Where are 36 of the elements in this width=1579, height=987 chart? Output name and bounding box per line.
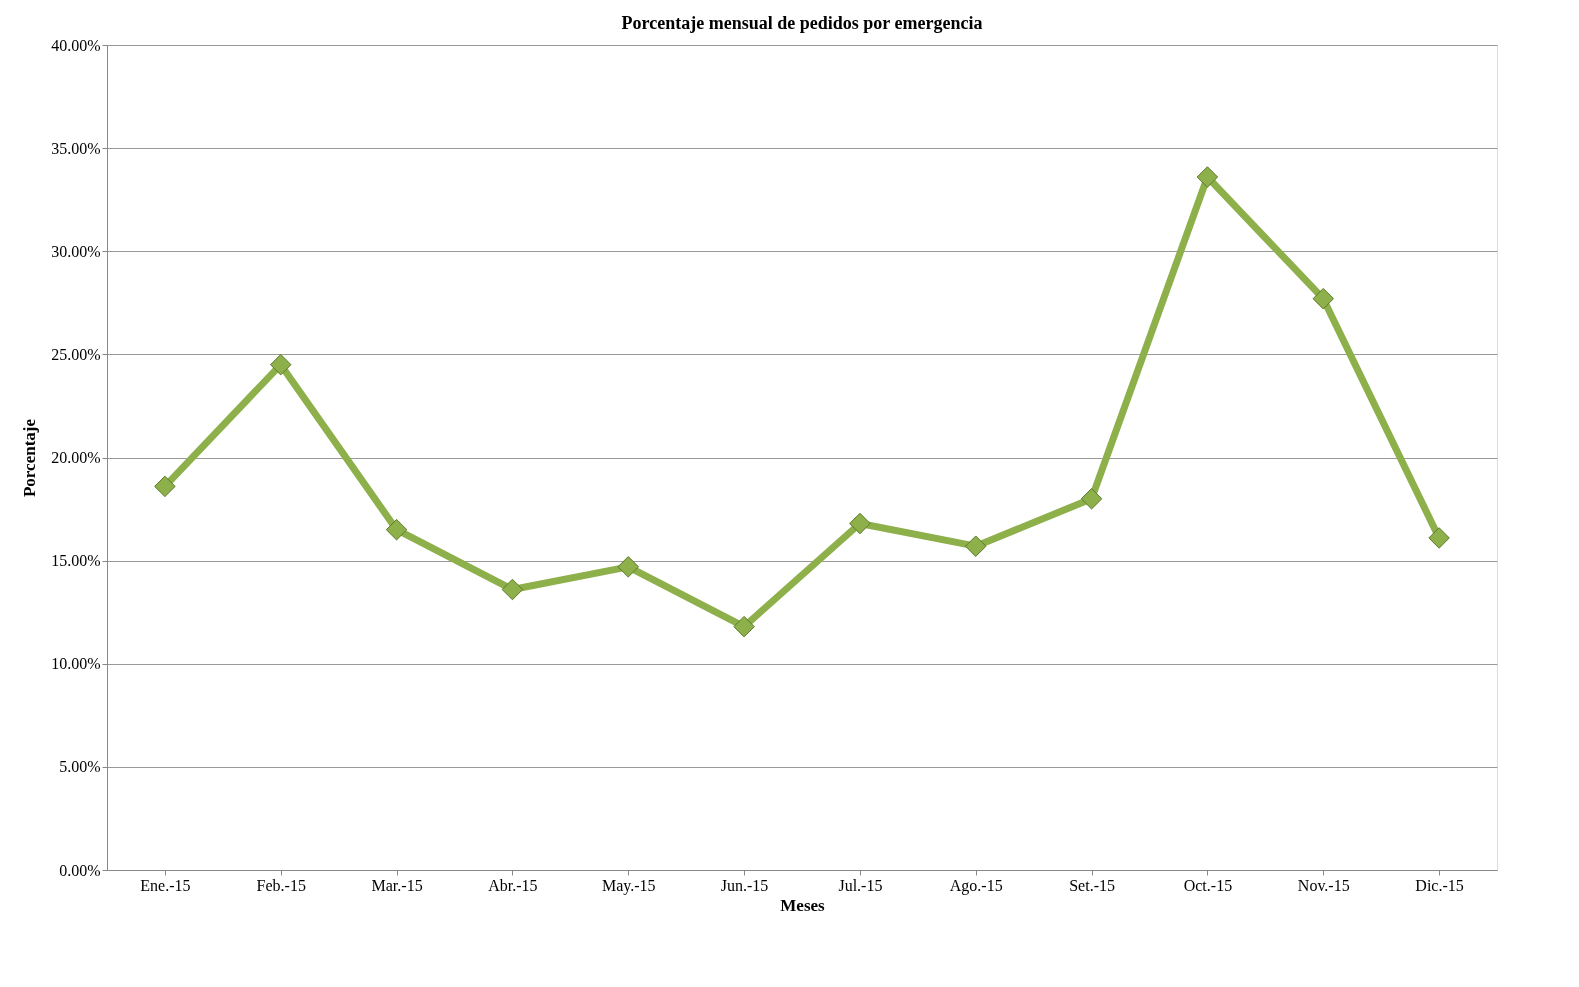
y-tick-label: 5.00% (59, 758, 101, 776)
point (1196, 166, 1219, 188)
x-tick-label: Oct.-15 (1183, 876, 1233, 894)
point (965, 535, 987, 557)
point (501, 578, 524, 601)
x-tick-label: Jun.-15 (720, 876, 769, 894)
point (270, 353, 292, 376)
y-tick-label: 0.00% (59, 861, 101, 879)
point (733, 615, 755, 638)
point (849, 512, 871, 535)
point (1080, 488, 1103, 510)
point (1428, 527, 1450, 549)
x-tick-label: Mar.-15 (371, 876, 423, 894)
x-axis-title: Meses (780, 895, 826, 915)
x-tick-label: Feb.-15 (256, 876, 306, 894)
y-tick-label: 35.00% (51, 139, 101, 157)
y-tick-label: 10.00% (51, 655, 101, 673)
x-tick-label: Set.-15 (1069, 876, 1115, 894)
x-tick-label: May.-15 (601, 876, 656, 895)
point (385, 518, 408, 541)
y-tick-label: 40.00% (51, 36, 101, 54)
x-tick-label: Abr.-15 (488, 876, 538, 894)
y-axis-title: Porcentaje (20, 418, 40, 498)
x-tick-label: Nov.-15 (1297, 876, 1350, 894)
y-tick-label: 30.00% (51, 242, 101, 260)
chart-title: Porcentaje mensual de pedidos por emergencia (621, 13, 983, 33)
x-tick-label: Ene.-15 (140, 876, 191, 894)
point (617, 556, 639, 578)
point (154, 475, 176, 498)
y-tick-label: 20.00% (51, 449, 101, 466)
point (1312, 287, 1334, 310)
y-tick-label: 15.00% (51, 552, 101, 570)
x-tick-label: Dic.-15 (1415, 876, 1464, 894)
x-tick-label: Ago.-15 (949, 876, 1003, 895)
y-tick-label: 25.00% (51, 345, 101, 363)
x-tick-label: Jul.-15 (838, 876, 883, 894)
